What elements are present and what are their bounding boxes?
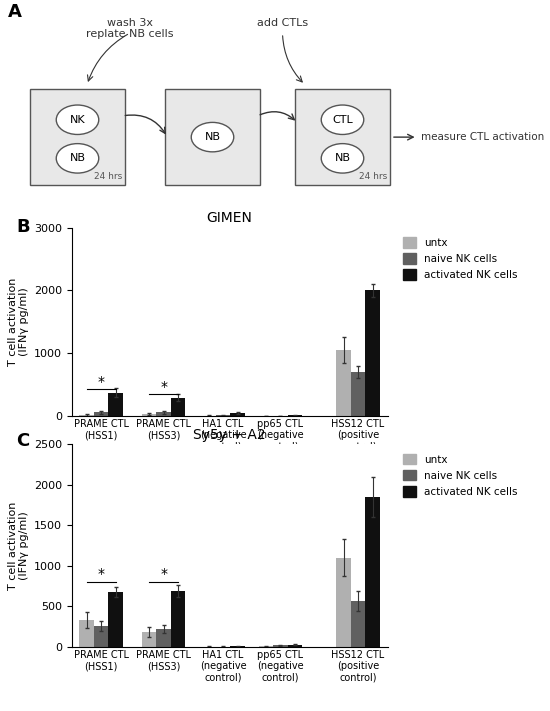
Bar <box>258 646 273 647</box>
Text: NK: NK <box>70 114 85 124</box>
Text: *: * <box>160 380 167 394</box>
Bar <box>171 591 185 647</box>
Text: 24 hrs: 24 hrs <box>359 172 388 181</box>
Bar <box>365 497 380 647</box>
FancyBboxPatch shape <box>30 89 125 186</box>
Legend: untx, naive NK cells, activated NK cells: untx, naive NK cells, activated NK cells <box>399 232 522 284</box>
Text: C: C <box>16 432 30 449</box>
Bar <box>94 412 108 416</box>
Bar <box>108 392 123 416</box>
Bar <box>79 415 94 416</box>
Title: GIMEN: GIMEN <box>207 211 252 225</box>
Bar <box>365 290 380 416</box>
Bar <box>351 601 365 647</box>
Text: wash 3x
replate NB cells: wash 3x replate NB cells <box>86 18 174 39</box>
Legend: untx, naive NK cells, activated NK cells: untx, naive NK cells, activated NK cells <box>399 449 522 501</box>
Text: *: * <box>98 375 104 389</box>
Ellipse shape <box>56 105 99 134</box>
Text: B: B <box>16 218 30 236</box>
Text: NB: NB <box>205 132 221 142</box>
Text: 24 hrs: 24 hrs <box>94 172 123 181</box>
Text: *: * <box>98 567 104 581</box>
Ellipse shape <box>321 144 364 173</box>
Ellipse shape <box>56 144 99 173</box>
Y-axis label: T cell activation
(IFNγ pg/ml): T cell activation (IFNγ pg/ml) <box>8 501 30 590</box>
Ellipse shape <box>321 105 364 134</box>
Bar <box>230 413 245 416</box>
Bar <box>142 415 157 416</box>
Bar <box>108 592 123 647</box>
Bar <box>171 397 185 416</box>
Bar <box>94 626 108 647</box>
Bar <box>230 646 245 647</box>
Y-axis label: T cell activation
(IFNγ pg/ml): T cell activation (IFNγ pg/ml) <box>8 277 30 366</box>
Bar <box>157 629 171 647</box>
Text: A: A <box>8 3 21 21</box>
Title: Sy5y + A2: Sy5y + A2 <box>193 428 266 442</box>
FancyBboxPatch shape <box>295 89 390 186</box>
Text: measure CTL activation: measure CTL activation <box>421 132 544 142</box>
Text: CTL: CTL <box>332 114 353 124</box>
Text: add CTLs: add CTLs <box>257 18 308 28</box>
Bar <box>337 350 351 416</box>
Bar <box>288 645 302 647</box>
Bar <box>79 620 94 647</box>
Text: *: * <box>160 567 167 581</box>
Text: NB: NB <box>334 154 350 164</box>
FancyBboxPatch shape <box>165 89 260 186</box>
Text: NB: NB <box>69 154 85 164</box>
Bar <box>142 632 157 647</box>
Bar <box>337 558 351 647</box>
Ellipse shape <box>191 122 234 152</box>
Bar <box>273 646 288 647</box>
Bar <box>157 412 171 416</box>
Bar <box>351 372 365 416</box>
